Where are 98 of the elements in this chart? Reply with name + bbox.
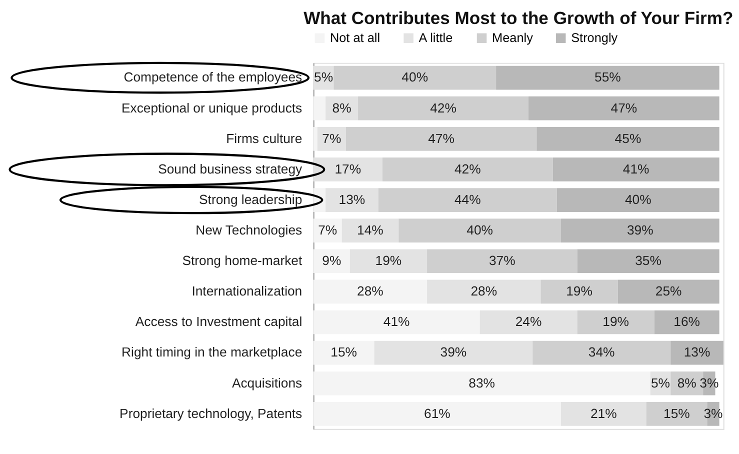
bar	[313, 96, 326, 120]
data-label: 15%	[664, 406, 690, 421]
bar	[313, 126, 318, 151]
data-label: 19%	[602, 314, 630, 330]
bar	[427, 280, 541, 304]
bar	[342, 218, 399, 242]
y-tick-label: Firms culture	[226, 130, 302, 146]
bar	[577, 310, 654, 334]
data-label: 42%	[430, 100, 457, 116]
bar	[480, 310, 578, 334]
legend-label: Meanly	[492, 31, 534, 46]
bar	[654, 310, 720, 334]
data-label: 47%	[428, 130, 455, 146]
bar	[556, 188, 720, 212]
bar	[358, 96, 529, 120]
data-label: 5%	[314, 70, 334, 85]
bar	[326, 188, 378, 212]
data-label: 16%	[674, 314, 700, 330]
bar	[313, 310, 480, 334]
data-label: 7%	[318, 222, 338, 238]
bar	[382, 158, 553, 182]
data-label: 40%	[624, 192, 652, 207]
y-tick-label: Sound business strategy	[158, 161, 303, 176]
data-label: 55%	[594, 70, 622, 85]
data-label: 41%	[383, 314, 410, 330]
bar	[552, 158, 720, 182]
data-label: 8%	[677, 375, 697, 390]
data-label: 35%	[635, 253, 662, 268]
data-label: 15%	[330, 344, 358, 360]
data-label: 24%	[515, 314, 542, 330]
y-tick-label: Strong home-market	[182, 253, 302, 268]
data-label: 40%	[402, 70, 428, 85]
bar	[346, 126, 537, 151]
bar	[313, 218, 342, 242]
bar	[496, 66, 720, 90]
data-label: 44%	[454, 192, 482, 207]
bar	[313, 340, 374, 365]
bar	[317, 126, 346, 151]
bar	[427, 249, 578, 274]
y-tick-label: Internationalization	[192, 284, 302, 299]
data-label: 40%	[466, 222, 494, 238]
bar	[561, 402, 646, 426]
y-tick-label: Competence of the employees	[124, 70, 303, 85]
data-label: 47%	[610, 100, 638, 116]
y-tick-label: Right timing in the marketplace	[122, 344, 302, 360]
data-label: 9%	[322, 253, 342, 268]
data-label: 39%	[626, 222, 654, 238]
bar	[561, 218, 720, 242]
y-tick-label: Proprietary technology, Patents	[120, 406, 303, 421]
data-label: 3%	[704, 406, 724, 421]
bar	[532, 340, 671, 365]
bar	[540, 280, 618, 304]
data-label: 39%	[440, 344, 467, 360]
data-label: 13%	[338, 192, 366, 207]
data-label: 13%	[684, 344, 710, 360]
bar	[528, 96, 720, 120]
data-label: 83%	[468, 375, 496, 390]
data-label: 19%	[375, 253, 402, 268]
data-label: 25%	[655, 284, 682, 299]
y-tick-label: Exceptional or unique products	[121, 100, 303, 116]
bar	[374, 340, 533, 365]
bar	[313, 280, 428, 304]
data-label: 5%	[650, 375, 670, 390]
data-label: 61%	[424, 406, 451, 421]
y-tick-label: Strong leadership	[199, 192, 302, 207]
data-label: 28%	[357, 284, 384, 299]
bar	[378, 188, 557, 212]
data-label: 41%	[622, 161, 650, 176]
bar	[313, 158, 382, 182]
legend-label: Strongly	[571, 31, 618, 46]
legend-label: A little	[418, 31, 453, 46]
data-label: 45%	[614, 130, 642, 146]
bar	[536, 126, 720, 151]
y-tick-label: Access to Investment capital	[135, 314, 302, 330]
data-label: 3%	[700, 375, 719, 390]
bar	[313, 402, 561, 426]
data-label: 7%	[322, 130, 342, 146]
data-label: 14%	[357, 222, 384, 238]
bar	[313, 371, 650, 396]
bar	[350, 249, 428, 274]
data-label: 17%	[334, 161, 362, 176]
bar	[670, 340, 724, 365]
bar	[313, 249, 350, 274]
bar	[398, 218, 561, 242]
y-tick-label: Acquisitions	[232, 375, 303, 390]
bar	[334, 66, 496, 90]
data-label: 34%	[588, 344, 616, 360]
bar	[618, 280, 720, 304]
data-label: 8%	[332, 100, 352, 116]
data-label: 37%	[488, 253, 516, 268]
chart-title: What Contributes Most to the Growth of Your Firm?	[304, 8, 734, 28]
data-label: 21%	[590, 406, 618, 421]
data-label: 28%	[470, 284, 498, 299]
data-label: 19%	[566, 284, 593, 299]
y-tick-label: New Technologies	[196, 222, 303, 238]
legend-label: Not at all	[330, 31, 380, 46]
data-label: 42%	[454, 161, 482, 176]
bar	[577, 249, 720, 274]
